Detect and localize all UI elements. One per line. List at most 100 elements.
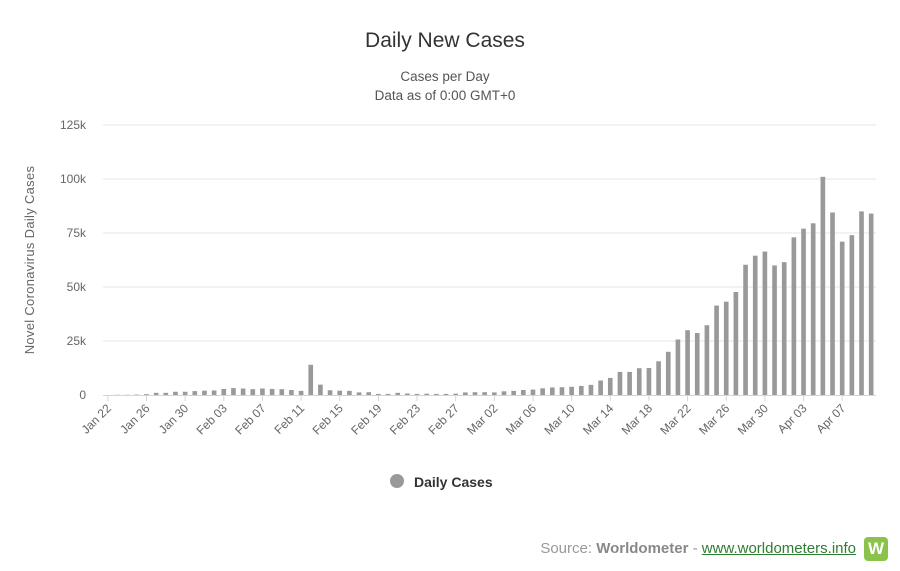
bar[interactable] bbox=[665, 351, 671, 395]
bar[interactable] bbox=[405, 393, 410, 395]
bar[interactable] bbox=[240, 388, 246, 395]
bar[interactable] bbox=[501, 391, 507, 395]
bar[interactable] bbox=[607, 377, 613, 395]
bar[interactable] bbox=[144, 394, 149, 395]
bar[interactable] bbox=[511, 390, 516, 395]
x-tick-label: Feb 27 bbox=[425, 401, 462, 438]
bar[interactable] bbox=[163, 392, 169, 395]
bar[interactable] bbox=[250, 389, 256, 395]
bar[interactable] bbox=[772, 265, 777, 395]
bar[interactable] bbox=[839, 241, 845, 395]
bar[interactable] bbox=[182, 391, 188, 395]
bar[interactable] bbox=[376, 393, 381, 395]
bar[interactable] bbox=[578, 385, 584, 395]
y-tick-label: 125k bbox=[60, 118, 87, 132]
bar[interactable] bbox=[781, 262, 787, 395]
x-tick-label: Mar 30 bbox=[735, 401, 772, 438]
bar[interactable] bbox=[298, 390, 304, 395]
bar[interactable] bbox=[202, 390, 207, 395]
bar[interactable] bbox=[356, 392, 362, 395]
bar[interactable] bbox=[559, 387, 565, 395]
bar[interactable] bbox=[530, 389, 536, 395]
bar[interactable] bbox=[173, 391, 178, 395]
bar[interactable] bbox=[453, 393, 459, 395]
bar[interactable] bbox=[231, 388, 236, 395]
bar[interactable] bbox=[704, 325, 710, 395]
bar[interactable] bbox=[743, 264, 748, 395]
bar[interactable] bbox=[434, 393, 439, 395]
x-tick-label: Feb 11 bbox=[272, 401, 308, 437]
chart-subtitle-line-2: Data as of 0:00 GMT+0 bbox=[375, 88, 516, 103]
x-tick-label: Mar 26 bbox=[696, 401, 733, 438]
bar[interactable] bbox=[395, 392, 401, 395]
bar[interactable] bbox=[424, 393, 430, 395]
bar[interactable] bbox=[269, 388, 275, 395]
bar[interactable] bbox=[540, 388, 545, 395]
bar[interactable] bbox=[192, 391, 198, 395]
bar[interactable] bbox=[646, 368, 652, 395]
chart-subtitle-line-1: Cases per Day bbox=[400, 69, 490, 84]
x-tick-label: Mar 02 bbox=[464, 401, 501, 438]
bar[interactable] bbox=[752, 255, 758, 395]
bar[interactable] bbox=[463, 392, 468, 395]
bar[interactable] bbox=[492, 392, 497, 395]
bar[interactable] bbox=[810, 223, 816, 395]
bar[interactable] bbox=[714, 305, 719, 395]
x-tick-label: Jan 26 bbox=[117, 401, 153, 437]
bar[interactable] bbox=[791, 237, 797, 395]
bar[interactable] bbox=[260, 388, 265, 395]
bar[interactable] bbox=[549, 387, 555, 395]
y-tick-label: 0 bbox=[79, 388, 86, 402]
bar[interactable] bbox=[221, 388, 227, 395]
y-tick-label: 25k bbox=[67, 334, 87, 348]
x-tick-label: Mar 22 bbox=[657, 401, 694, 438]
bar[interactable] bbox=[617, 371, 623, 395]
legend-label: Daily Cases bbox=[414, 474, 493, 490]
bar[interactable] bbox=[472, 392, 478, 395]
bar[interactable] bbox=[308, 364, 314, 395]
bar[interactable] bbox=[598, 380, 603, 395]
bar[interactable] bbox=[627, 371, 632, 395]
bar[interactable] bbox=[588, 384, 594, 395]
bar[interactable] bbox=[318, 384, 323, 395]
bar[interactable] bbox=[289, 390, 294, 395]
bar[interactable] bbox=[443, 393, 449, 395]
bar[interactable] bbox=[694, 333, 700, 395]
legend[interactable]: Daily Cases bbox=[390, 474, 493, 490]
y-tick-label: 75k bbox=[67, 226, 87, 240]
bar[interactable] bbox=[762, 251, 768, 395]
bar[interactable] bbox=[482, 392, 487, 395]
bar[interactable] bbox=[656, 361, 661, 395]
bar[interactable] bbox=[859, 211, 864, 395]
bar[interactable] bbox=[675, 339, 681, 395]
source-credit: Source: Worldometer - www.worldometers.i… bbox=[540, 540, 856, 557]
x-tick-label: Jan 22 bbox=[79, 401, 115, 437]
bar[interactable] bbox=[801, 228, 806, 395]
bar[interactable] bbox=[733, 291, 739, 395]
bar[interactable] bbox=[385, 393, 391, 395]
bar[interactable] bbox=[569, 386, 574, 395]
x-tick-label: Mar 14 bbox=[580, 401, 617, 438]
bar[interactable] bbox=[636, 368, 642, 395]
bar[interactable] bbox=[414, 393, 420, 395]
bar[interactable] bbox=[279, 389, 285, 395]
bar[interactable] bbox=[347, 390, 352, 395]
y-axis-ticks: 0 25k 50k 75k 100k 125k bbox=[60, 118, 87, 402]
bar[interactable] bbox=[685, 330, 690, 395]
bar[interactable] bbox=[327, 390, 333, 395]
source-prefix: Source: bbox=[540, 540, 597, 557]
source-link[interactable]: www.worldometers.info bbox=[701, 540, 856, 557]
bar[interactable] bbox=[830, 212, 835, 395]
bar[interactable] bbox=[868, 213, 874, 395]
x-tick-label: Feb 07 bbox=[232, 401, 269, 438]
x-axis-ticks: Jan 22 Jan 26 Jan 30 Feb 03 Feb 07 Feb 11 Feb … bbox=[79, 395, 849, 438]
bar[interactable] bbox=[520, 390, 526, 395]
bar[interactable] bbox=[820, 176, 826, 395]
bar[interactable] bbox=[723, 301, 729, 395]
bar[interactable] bbox=[153, 392, 159, 395]
bar[interactable] bbox=[211, 390, 217, 395]
bar[interactable] bbox=[366, 392, 372, 395]
bar[interactable] bbox=[849, 235, 855, 395]
source-separator: - bbox=[688, 540, 702, 557]
bar[interactable] bbox=[337, 390, 343, 395]
